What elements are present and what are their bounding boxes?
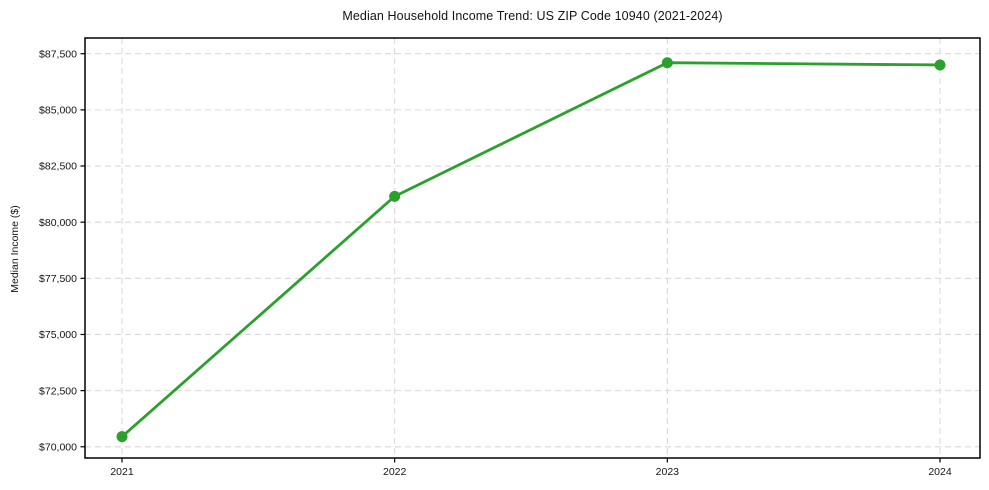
trend-line	[120, 61, 942, 439]
data-point-2023	[661, 57, 673, 69]
y-tick-label: $77,500	[39, 273, 77, 285]
data-point-2024	[934, 59, 946, 71]
y-tick-label: $80,000	[39, 217, 77, 229]
chart-title: Median Household Income Trend: US ZIP Co…	[342, 9, 723, 23]
x-tick-label: 2023	[656, 466, 680, 478]
y-tick-label: $85,000	[39, 105, 77, 117]
data-point-2022	[389, 190, 401, 202]
y-tick-label: $70,000	[39, 441, 77, 453]
y-tick-label: $75,000	[39, 329, 77, 341]
data-point-2021	[116, 431, 128, 443]
x-tick-label: 2021	[110, 466, 134, 478]
y-tick-label: $87,500	[39, 48, 77, 60]
y-tick-label: $82,500	[39, 161, 77, 173]
y-tick-label: $72,500	[39, 385, 77, 397]
x-tick-label: 2024	[928, 466, 952, 478]
x-tick-label: 2022	[383, 466, 407, 478]
plot-border	[84, 37, 981, 459]
